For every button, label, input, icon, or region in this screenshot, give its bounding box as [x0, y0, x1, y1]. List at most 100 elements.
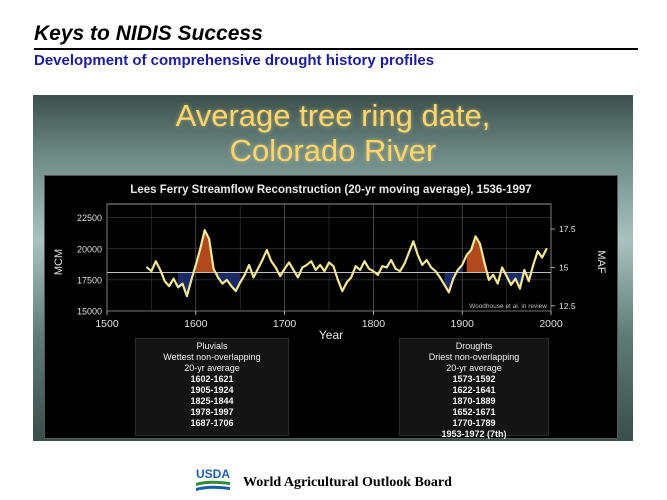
data-point [283, 267, 286, 270]
pluvials-subheading: Wettest non-overlapping [163, 352, 261, 362]
streamflow-chart: Lees Ferry Streamflow Reconstruction (20… [53, 184, 607, 342]
data-point [261, 259, 264, 261]
y2-tick-label: 15 [559, 262, 569, 272]
data-point [403, 262, 406, 265]
data-point [319, 264, 322, 266]
data-point [372, 270, 375, 273]
data-point [279, 275, 282, 278]
data-point [159, 269, 162, 271]
slide-subtitle: Development of comprehensive drought his… [34, 52, 435, 69]
data-point [305, 264, 308, 266]
data-point [447, 291, 450, 294]
data-point [265, 249, 268, 251]
x-tick-label: 1600 [184, 318, 208, 330]
data-point [376, 274, 379, 276]
data-point [541, 256, 544, 259]
droughts-heading: Droughts [455, 341, 493, 351]
data-point [505, 275, 508, 278]
data-point [536, 250, 539, 253]
data-point [545, 247, 548, 250]
data-point [523, 269, 526, 271]
data-point [461, 264, 464, 266]
data-point [314, 269, 317, 271]
data-point [394, 267, 397, 270]
data-point [194, 264, 197, 266]
data-point [368, 267, 370, 270]
data-point [146, 266, 148, 269]
slide-title: Keys to NIDIS Success [34, 22, 263, 45]
data-point [439, 276, 441, 279]
x-tick-label: 1500 [95, 318, 119, 330]
data-point [168, 285, 171, 288]
data-point [323, 270, 326, 273]
droughts-subheading: Driest non-overlapping [428, 352, 520, 362]
data-point [354, 265, 357, 268]
droughts-subheading-2: 20-yr average [446, 363, 502, 373]
data-point [501, 266, 504, 269]
data-point [243, 274, 246, 276]
data-point [470, 249, 472, 251]
data-point [328, 261, 330, 264]
data-point [514, 277, 517, 280]
data-point [510, 283, 512, 286]
data-point [203, 229, 206, 232]
data-point [430, 266, 433, 269]
pluvial-period: 1687-1706 [190, 418, 234, 428]
pluvials-legend: Pluvials Wettest non-overlapping 20-yr a… [135, 338, 289, 436]
data-point [248, 264, 250, 266]
data-point [350, 276, 353, 279]
data-point [519, 287, 521, 290]
drought-period: 1870-1889 [452, 396, 496, 406]
data-point [443, 283, 446, 286]
data-point [452, 277, 455, 280]
y2-tick-label: 12.5 [559, 301, 576, 311]
footer-org-name: World Agricultural Outlook Board [243, 475, 452, 490]
data-point [221, 282, 224, 285]
y-tick-label: 17500 [77, 275, 102, 285]
data-point [399, 270, 401, 273]
drought-fill [506, 269, 529, 289]
data-point [274, 266, 277, 269]
y2-axis-label: MAF [595, 250, 607, 274]
x-tick-label: 2000 [539, 318, 563, 330]
drought-period: 1573-1592 [452, 374, 496, 384]
data-point [252, 276, 255, 279]
drought-period: 1953-1972 (7th) [441, 429, 507, 439]
data-point [181, 282, 184, 285]
data-point [230, 285, 233, 288]
data-point [363, 260, 366, 263]
data-point [190, 278, 193, 281]
title-divider [34, 48, 638, 50]
usda-logo-text: USDA [196, 467, 230, 481]
data-point [292, 269, 295, 271]
data-point [390, 259, 393, 261]
data-point [288, 261, 290, 264]
data-point [492, 274, 495, 276]
data-point [270, 260, 273, 263]
data-point [412, 240, 415, 243]
chart-title: Lees Ferry Streamflow Reconstruction (20… [130, 184, 531, 196]
droughts-legend: Droughts Driest non-overlapping 20-yr av… [399, 338, 549, 439]
data-point [385, 266, 388, 269]
data-point [456, 269, 459, 271]
data-point [479, 242, 481, 245]
data-point [345, 281, 348, 284]
panel-title-line-2: Colorado River [229, 133, 437, 168]
data-point [225, 278, 228, 281]
y-tick-label: 20000 [77, 244, 102, 254]
data-point [217, 276, 219, 279]
pluvials-heading: Pluvials [196, 341, 228, 351]
data-point [532, 264, 535, 266]
data-point [496, 282, 499, 285]
chart-container: Lees Ferry Streamflow Reconstruction (20… [44, 175, 618, 439]
panel-title-line-1: Average tree ring date, [175, 98, 491, 133]
data-point [234, 290, 237, 292]
drought-period: 1622-1641 [452, 385, 496, 395]
data-point [425, 259, 428, 261]
pluvial-period: 1905-1924 [190, 385, 234, 395]
pluvial-period: 1978-1997 [190, 407, 234, 417]
chart-annotation: Woodhouse et al. in review [469, 303, 547, 310]
data-point [297, 276, 299, 279]
data-point [163, 280, 166, 283]
usda-logo: USDA [196, 467, 230, 491]
